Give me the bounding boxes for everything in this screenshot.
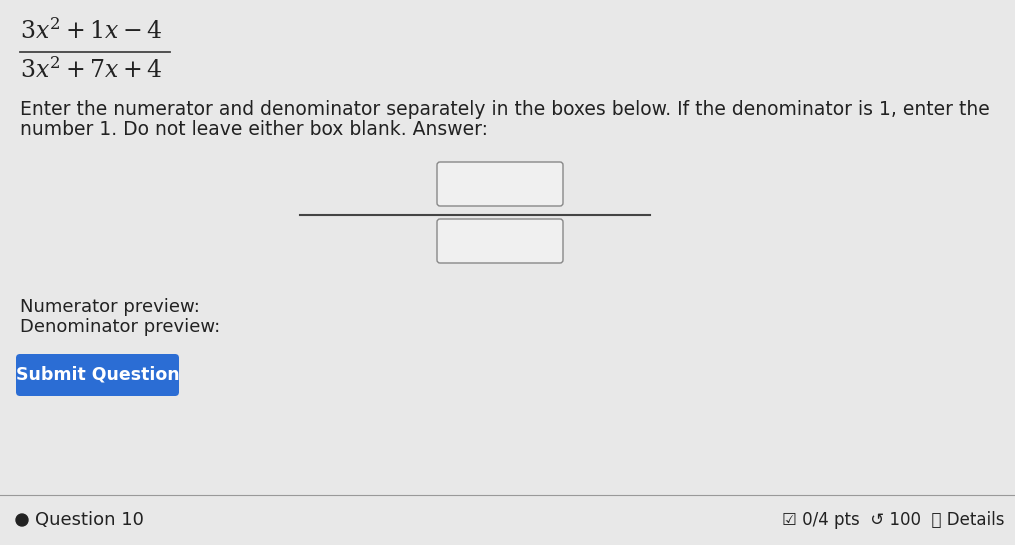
Text: Submit Question: Submit Question xyxy=(15,366,180,384)
Text: Denominator preview:: Denominator preview: xyxy=(20,318,220,336)
FancyBboxPatch shape xyxy=(16,354,179,396)
Text: Numerator preview:: Numerator preview: xyxy=(20,298,200,316)
Text: $3x^2 + 1x - 4$: $3x^2 + 1x - 4$ xyxy=(20,18,162,44)
Text: Question 10: Question 10 xyxy=(35,511,144,529)
Circle shape xyxy=(16,514,28,526)
FancyBboxPatch shape xyxy=(437,219,563,263)
Text: ☑ 0/4 pts  ↺ 100  ⓘ Details: ☑ 0/4 pts ↺ 100 ⓘ Details xyxy=(783,511,1005,529)
Text: number 1. Do not leave either box blank. Answer:: number 1. Do not leave either box blank.… xyxy=(20,120,488,139)
Text: $3x^2 + 7x + 4$: $3x^2 + 7x + 4$ xyxy=(20,57,162,83)
FancyBboxPatch shape xyxy=(437,162,563,206)
Text: Enter the numerator and denominator separately in the boxes below. If the denomi: Enter the numerator and denominator sepa… xyxy=(20,100,990,119)
